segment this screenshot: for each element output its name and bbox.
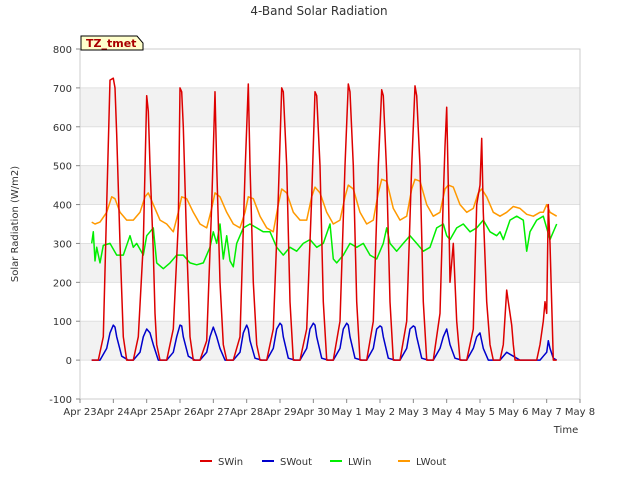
y-tick-label: -100 <box>49 395 72 406</box>
y-tick-label: 500 <box>53 162 72 173</box>
background-band <box>80 87 580 127</box>
tag-label: TZ_tmet <box>86 37 136 50</box>
background-band <box>80 360 580 399</box>
series-line-swout <box>91 322 558 361</box>
series-lines <box>90 77 558 361</box>
x-tick-label: May 4 <box>432 407 462 418</box>
x-tick-label: May 2 <box>365 407 395 418</box>
x-tick-label: Apr 27 <box>197 407 230 418</box>
y-tick-label: 300 <box>53 239 72 250</box>
background-band <box>80 243 580 283</box>
series-line-swin <box>91 77 557 361</box>
x-tick-label: Apr 28 <box>230 407 263 418</box>
legend-label-swin: SWin <box>218 457 243 468</box>
background-band <box>80 126 580 166</box>
x-tick-label: Apr 24 <box>97 407 130 418</box>
y-tick-label: 100 <box>53 317 72 328</box>
y-tick-label: 600 <box>53 123 72 134</box>
background-band <box>80 282 580 322</box>
x-tick-label: Apr 26 <box>163 407 196 418</box>
legend-label-lwout: LWout <box>416 457 446 468</box>
x-axis-title: Time <box>553 425 578 436</box>
legend-label-lwin: LWin <box>348 457 371 468</box>
background-band <box>80 321 580 361</box>
y-tick-label: 700 <box>53 84 72 95</box>
x-tick-label: Apr 25 <box>130 407 163 418</box>
chart-title: 4-Band Solar Radiation <box>250 4 387 18</box>
x-tick-label: May 5 <box>465 407 495 418</box>
x-tick-label: May 3 <box>398 407 428 418</box>
background-band <box>80 165 580 205</box>
legend-label-swout: SWout <box>280 457 312 468</box>
legend: SWin SWout LWin LWout <box>200 457 446 468</box>
x-tick-label: Apr 23 <box>63 407 96 418</box>
y-tick-label: 800 <box>53 45 72 56</box>
x-tick-label: May 7 <box>532 407 562 418</box>
y-axis-title: Solar Radiation (W/m2) <box>10 166 21 282</box>
x-tick-label: Apr 30 <box>297 407 330 418</box>
x-tick-label: May 1 <box>332 407 362 418</box>
y-tick-label: 400 <box>53 201 72 212</box>
y-tick-label: 0 <box>66 356 72 367</box>
background-band <box>80 49 580 88</box>
y-tick-label: 200 <box>53 278 72 289</box>
tz-tmet-tag: TZ_tmet <box>80 35 144 51</box>
x-tick-label: May 8 <box>565 407 595 418</box>
tag-box <box>80 35 144 51</box>
plot-frame <box>79 48 581 400</box>
x-tick-label: Apr 29 <box>263 407 296 418</box>
y-axis-ticks: -100 0 100 200 300 400 500 600 700 800 <box>49 45 80 406</box>
x-tick-label: May 6 <box>498 407 528 418</box>
x-axis-ticks: Apr 23 Apr 24 Apr 25 Apr 26 Apr 27 Apr 28 Apr … <box>63 399 595 418</box>
